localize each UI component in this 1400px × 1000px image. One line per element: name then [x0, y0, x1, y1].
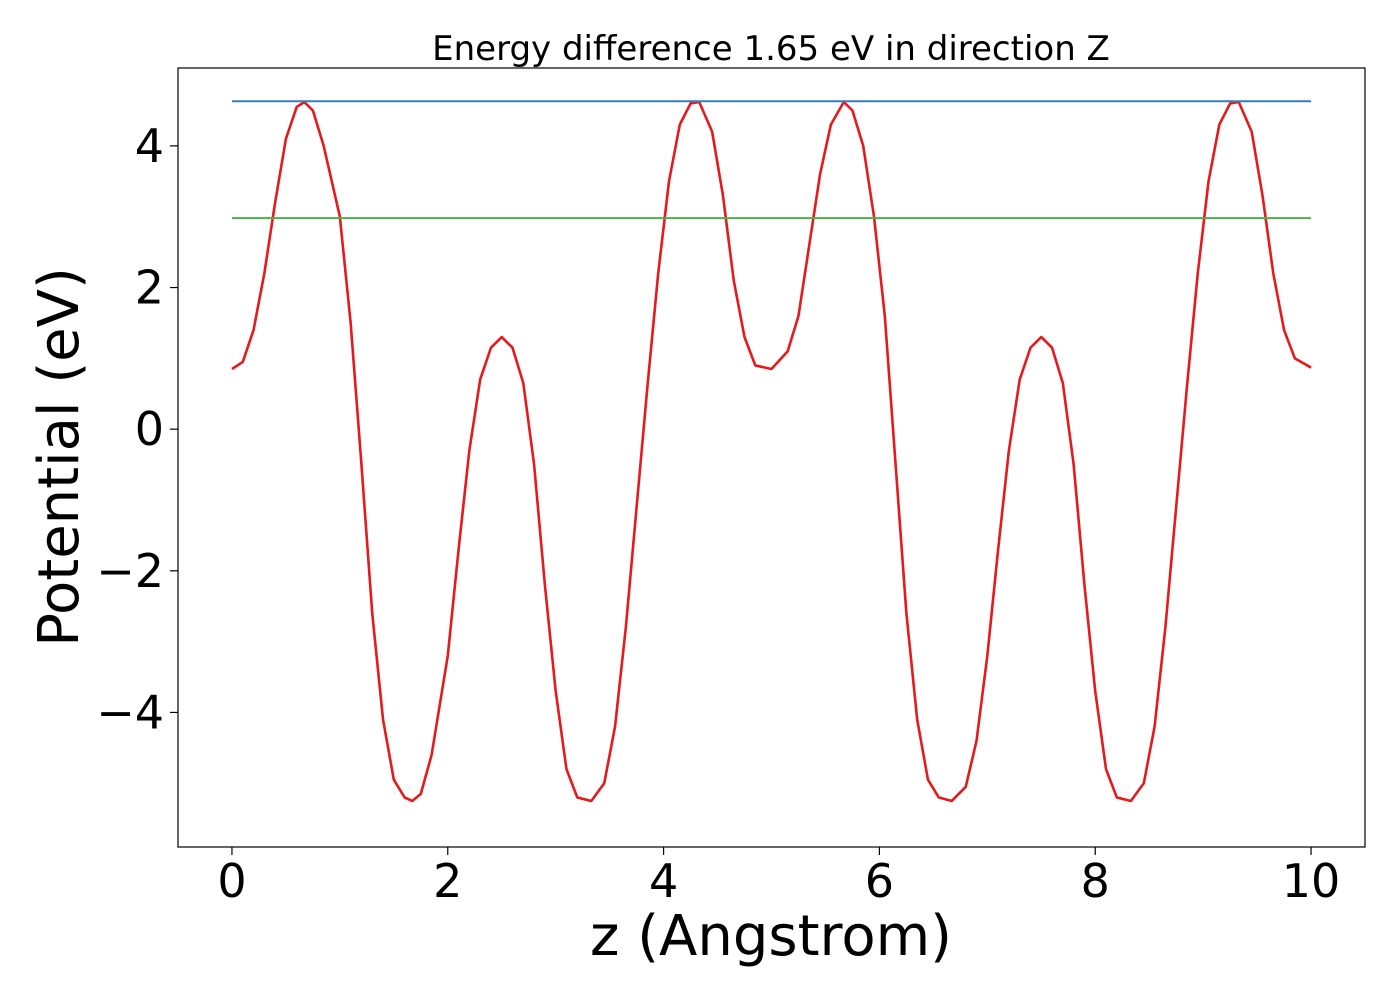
y-tick-label: −2 [96, 544, 164, 598]
x-tick-label: 2 [433, 854, 462, 908]
y-tick-label: 2 [135, 261, 164, 315]
x-tick-label: 8 [1081, 854, 1110, 908]
y-tick-label: 4 [135, 119, 164, 173]
series-line-1 [231, 100, 1312, 803]
y-tick-label: −4 [96, 685, 164, 739]
chart-title: Energy difference 1.65 eV in direction Z [432, 29, 1110, 69]
x-axis-label: z (Angstrom) [590, 904, 952, 969]
x-tick-label: 0 [217, 854, 246, 908]
y-tick-label: 0 [135, 402, 164, 456]
y-axis-label: Potential (eV) [27, 267, 92, 647]
series-layer [231, 100, 1312, 803]
x-tick-label: 4 [649, 854, 678, 908]
ticks-layer: 0 2 4 6 8 10 4 2 0 −2 −4 [96, 119, 1340, 908]
plot-frame [177, 67, 1366, 848]
x-tick-label: 10 [1282, 854, 1341, 908]
x-tick-label: 6 [865, 854, 894, 908]
